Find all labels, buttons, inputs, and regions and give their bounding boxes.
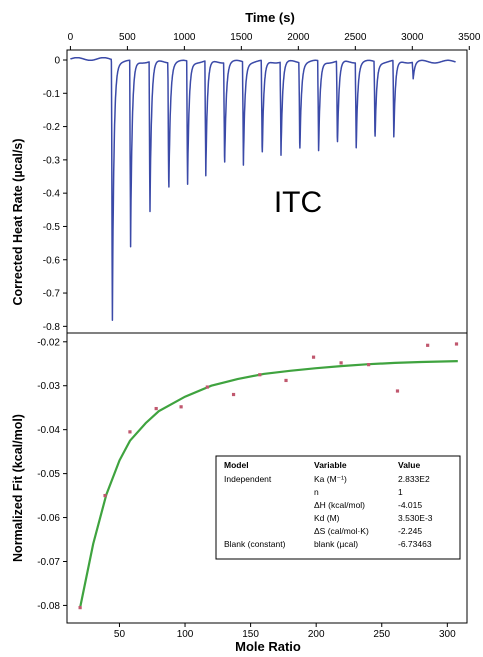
top-x-tick-label: 500 — [119, 32, 136, 43]
bottom-plot-frame — [66, 332, 468, 624]
fit-table-cell: blank (µcal) — [314, 539, 358, 549]
bottom-y-tick-label: -0.02 — [37, 337, 60, 348]
data-point — [231, 392, 236, 397]
bottom-x-ticks: 50 100 150 200 250 300 — [114, 623, 456, 640]
data-point — [179, 405, 183, 409]
data-point — [284, 378, 288, 383]
fit-table-border — [215, 455, 461, 560]
top-plot-frame — [66, 49, 468, 334]
bottom-x-tick-label: 50 — [114, 629, 126, 640]
bottom-x-tick-label: 250 — [373, 629, 390, 640]
bottom-y-axis-title: Normalized Fit (kcal/mol) — [11, 414, 25, 562]
top-y-tick-label: -0.8 — [43, 322, 61, 333]
top-y-tick-label: -0.5 — [43, 222, 61, 233]
data-point — [395, 389, 400, 393]
data-point — [426, 343, 430, 347]
bottom-y-tick-label: -0.08 — [37, 601, 60, 612]
data-points — [78, 342, 459, 610]
itc-annotation: ITC — [274, 186, 322, 219]
bottom-y-tick-label: -0.07 — [37, 557, 60, 568]
bottom-y-tick-label: -0.06 — [37, 513, 60, 524]
top-x-axis-title: Time (s) — [245, 10, 295, 25]
bottom-x-tick-label: 300 — [439, 629, 456, 640]
fit-parameters-table: Model Variable Value Independent Ka (M⁻¹) 2.8… — [215, 455, 461, 560]
top-y-tick-label: -0.1 — [43, 89, 61, 100]
data-point — [339, 361, 343, 365]
data-point — [78, 606, 82, 610]
thermogram-trace — [69, 56, 457, 322]
fit-table-cell: -4.015 — [398, 500, 422, 510]
fit-table-cell: n — [314, 487, 319, 497]
top-x-tick-label: 1000 — [173, 32, 196, 43]
top-y-tick-label: -0.6 — [43, 255, 61, 266]
top-x-ticks: 0 500 1000 1500 2000 2500 3000 3500 — [68, 32, 481, 50]
fit-table-cell: Blank (constant) — [224, 539, 286, 549]
bottom-y-ticks: -0.02 -0.03 -0.04 -0.05 -0.06 -0.07 -0.08 — [37, 337, 67, 612]
top-x-tick-label: 3500 — [458, 32, 481, 43]
fit-table-rows: Model Variable Value Independent Ka (M⁻¹) 2.8… — [224, 460, 433, 549]
bottom-x-tick-label: 150 — [242, 629, 259, 640]
fit-table-cell: Ka (M⁻¹) — [314, 474, 347, 484]
bottom-x-axis-title: Mole Ratio — [235, 639, 301, 654]
fit-table-cell: ΔS (cal/mol·K) — [314, 526, 369, 536]
bottom-x-tick-label: 100 — [177, 629, 194, 640]
binding-isotherm-panel: 50 100 150 200 250 300 -0.02-0.03-0.04-0.05-0… — [11, 337, 461, 654]
fit-table-header: Value — [398, 460, 420, 470]
fit-table-header: Variable — [314, 460, 347, 470]
data-point — [311, 355, 316, 359]
top-y-axis-title: Corrected Heat Rate (µcal/s) — [11, 139, 25, 306]
top-x-tick-label: 0 — [68, 32, 74, 43]
fit-table-cell: -2.245 — [398, 526, 422, 536]
top-y-tick-label: 0 — [54, 55, 60, 66]
data-point — [454, 342, 459, 346]
top-y-tick-label: -0.7 — [43, 289, 61, 300]
fit-curve — [79, 360, 458, 608]
top-y-ticks: 0 -0.1 -0.2 -0.3 -0.4 -0.5 -0.6 -0.7 -0.8 — [43, 55, 67, 333]
fit-table-cell: 3.530E-3 — [398, 513, 433, 523]
bottom-x-tick-label: 200 — [308, 629, 325, 640]
top-y-tick-label: -0.2 — [43, 122, 61, 133]
data-point — [367, 363, 371, 367]
fit-table-cell: 1 — [398, 487, 403, 497]
data-point — [205, 385, 209, 389]
top-x-tick-label: 2000 — [287, 32, 310, 43]
top-x-tick-label: 1500 — [230, 32, 253, 43]
top-y-tick-label: -0.4 — [43, 189, 61, 200]
top-x-tick-label: 2500 — [344, 32, 367, 43]
data-point — [128, 430, 132, 434]
fit-table-cell: ΔH (kcal/mol) — [314, 500, 365, 510]
fit-table-cell: 2.833E2 — [398, 474, 430, 484]
fit-table-header: Model — [224, 460, 249, 470]
top-x-tick-label: 3000 — [401, 32, 424, 43]
fit-table-cell: -6.73463 — [398, 539, 432, 549]
bottom-y-tick-label: -0.05 — [37, 469, 60, 480]
fit-table-cell: Independent — [224, 474, 272, 484]
fit-table-cell: Kd (M) — [314, 513, 340, 523]
bottom-y-tick-label: -0.03 — [37, 381, 60, 392]
data-point — [154, 406, 158, 411]
top-y-tick-label: -0.3 — [43, 155, 61, 166]
data-point — [103, 493, 107, 498]
data-point — [258, 373, 262, 377]
thermogram-panel: Time (s) 0 500 1000 1500 2000 2500 3000 3500 0 -… — [11, 10, 481, 333]
bottom-y-tick-label: -0.04 — [37, 425, 60, 436]
